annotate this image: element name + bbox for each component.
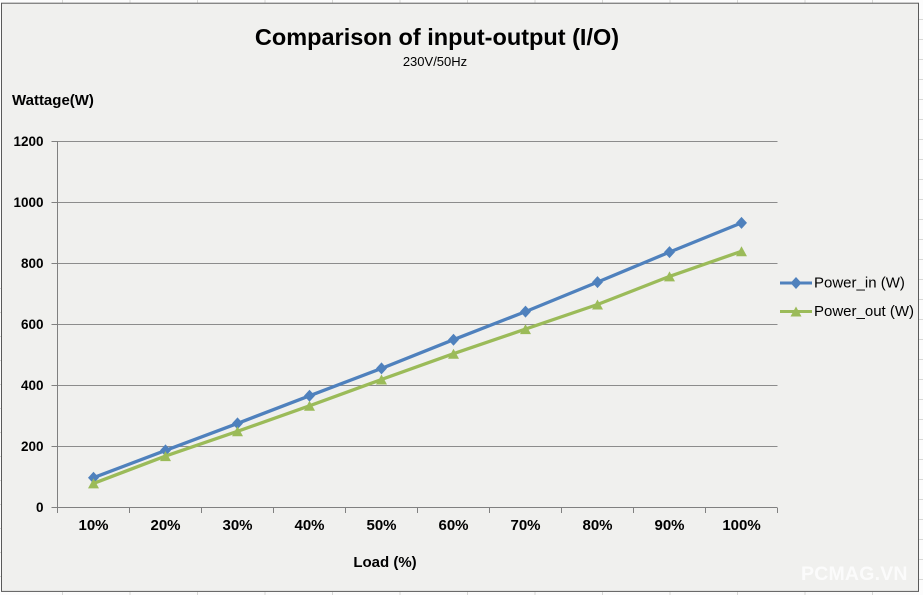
svg-text:600: 600 (21, 317, 44, 332)
svg-text:PCMAG.VN: PCMAG.VN (801, 563, 908, 585)
svg-text:Comparison of input-output (I/: Comparison of input-output (I/O) (255, 24, 619, 50)
svg-text:0: 0 (36, 500, 44, 515)
svg-text:1000: 1000 (13, 195, 43, 210)
svg-text:80%: 80% (582, 517, 612, 534)
svg-text:200: 200 (21, 439, 44, 454)
svg-text:90%: 90% (654, 517, 684, 534)
svg-text:Load (%): Load (%) (353, 554, 416, 571)
svg-text:Power_out (W): Power_out (W) (814, 303, 914, 320)
svg-text:70%: 70% (510, 517, 540, 534)
svg-text:Power_in (W): Power_in (W) (814, 275, 905, 292)
svg-text:50%: 50% (366, 517, 396, 534)
svg-text:100%: 100% (722, 517, 760, 534)
svg-text:30%: 30% (222, 517, 252, 534)
svg-text:1200: 1200 (13, 134, 43, 149)
svg-text:40%: 40% (294, 517, 324, 534)
svg-text:Wattage(W): Wattage(W) (12, 92, 94, 109)
svg-text:800: 800 (21, 256, 44, 271)
svg-text:400: 400 (21, 378, 44, 393)
svg-text:10%: 10% (78, 517, 108, 534)
svg-text:60%: 60% (438, 517, 468, 534)
svg-text:20%: 20% (150, 517, 180, 534)
svg-text:230V/50Hz: 230V/50Hz (403, 54, 467, 69)
